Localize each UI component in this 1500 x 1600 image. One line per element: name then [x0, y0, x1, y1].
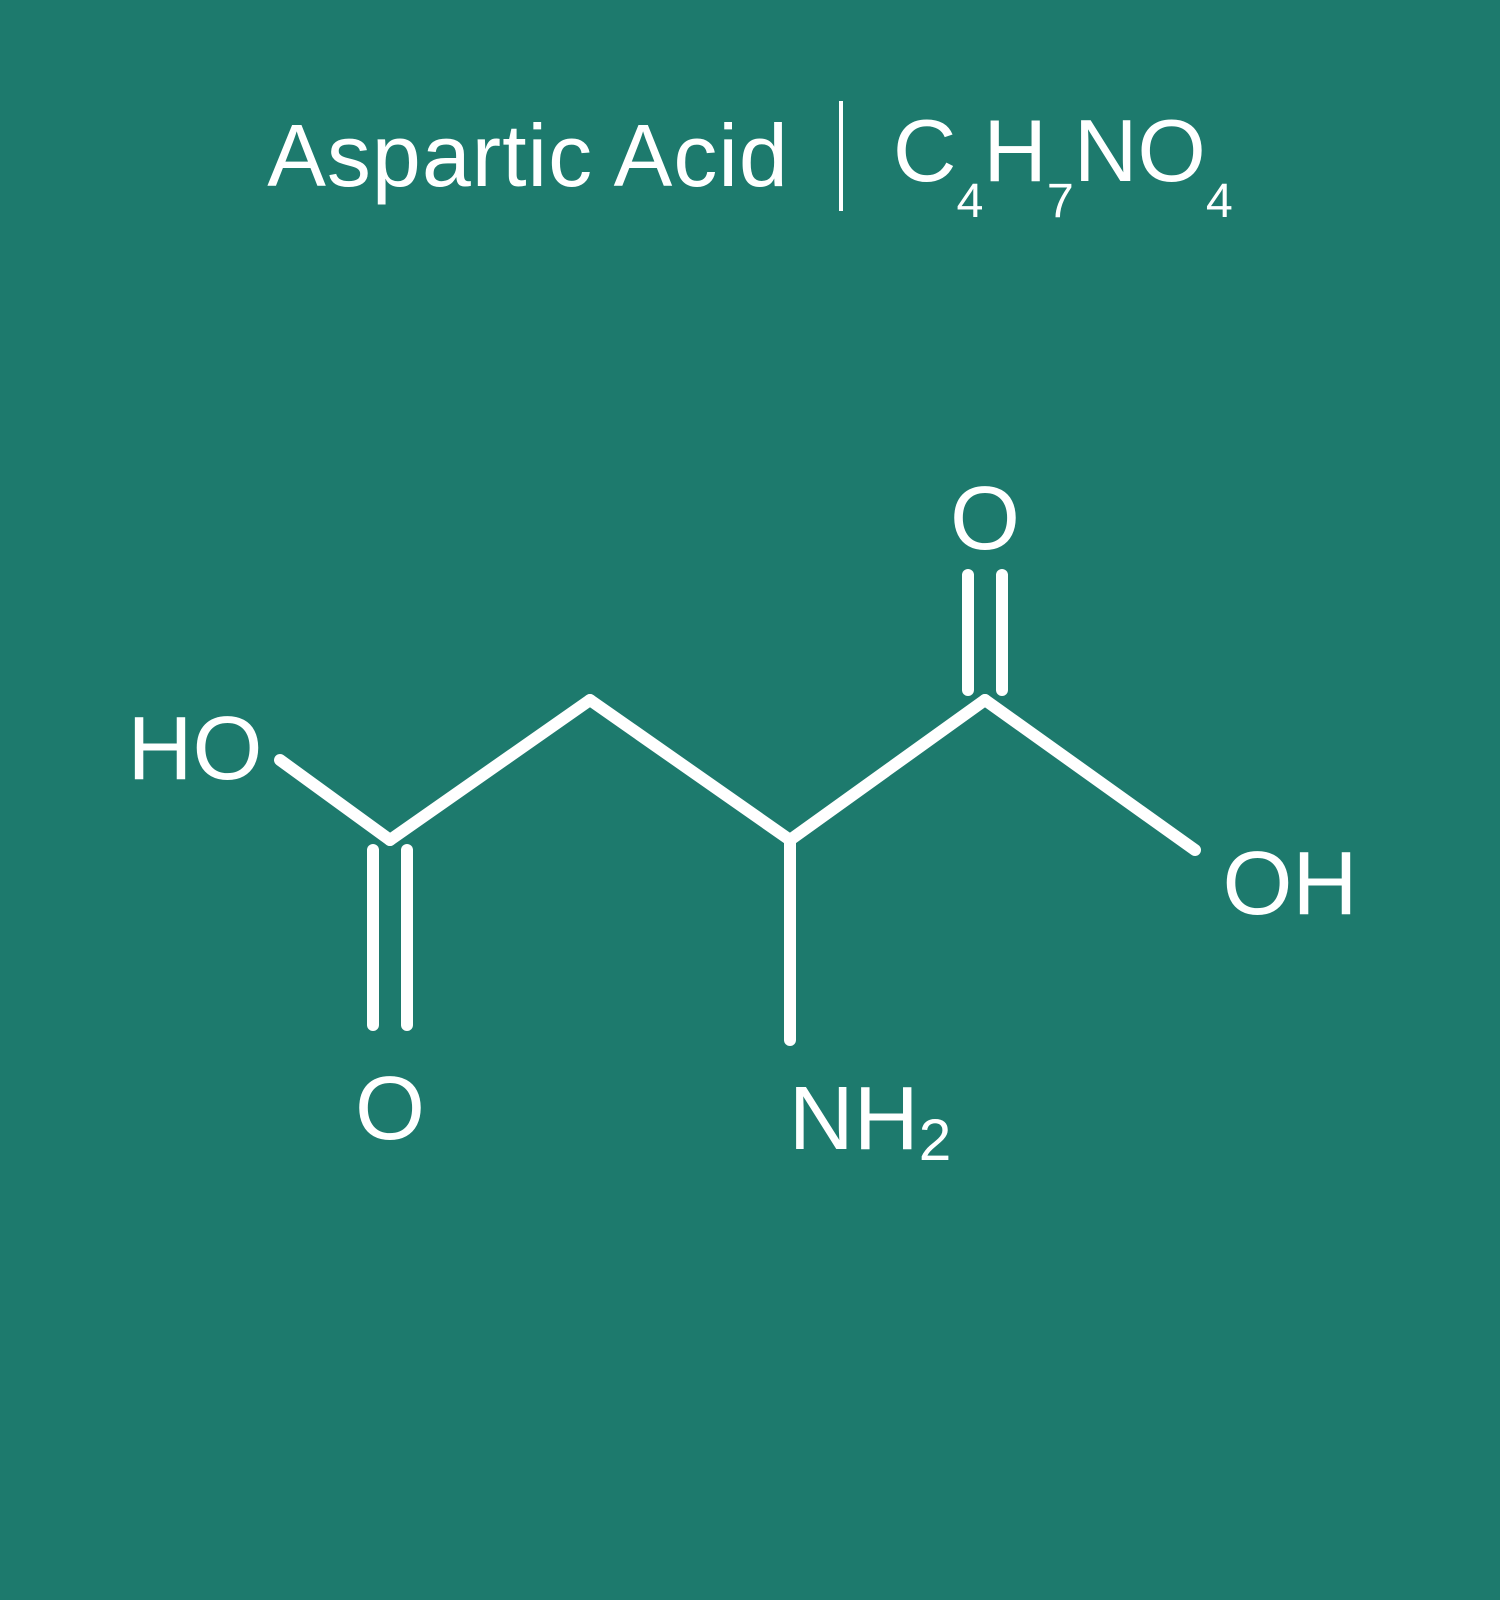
header-row: Aspartic Acid C4H7NO4: [0, 100, 1500, 212]
bond-line: [985, 700, 1195, 850]
atom-nh2: NH2: [789, 1069, 952, 1173]
atom-oh_right: OH: [1223, 834, 1358, 934]
skeletal-structure: HO O O OH NH2: [0, 450, 1500, 1350]
bond-line: [590, 700, 790, 840]
formula-text: C4H7NO4: [893, 100, 1233, 212]
header-divider: [839, 101, 843, 211]
molecular-formula: C4H7NO4: [893, 100, 1233, 212]
bond-line: [790, 700, 985, 840]
diagram-canvas: Aspartic Acid C4H7NO4 HO O O OH NH2: [0, 0, 1500, 1600]
atom-o_top_right: O: [950, 469, 1020, 569]
compound-name: Aspartic Acid: [267, 105, 789, 207]
bond-line: [280, 760, 390, 840]
atom-ho_left: HO: [128, 699, 263, 799]
structure-svg: HO O O OH NH2: [0, 450, 1500, 1350]
bond-line: [390, 700, 590, 840]
atom-o_bottom_left: O: [355, 1059, 425, 1159]
